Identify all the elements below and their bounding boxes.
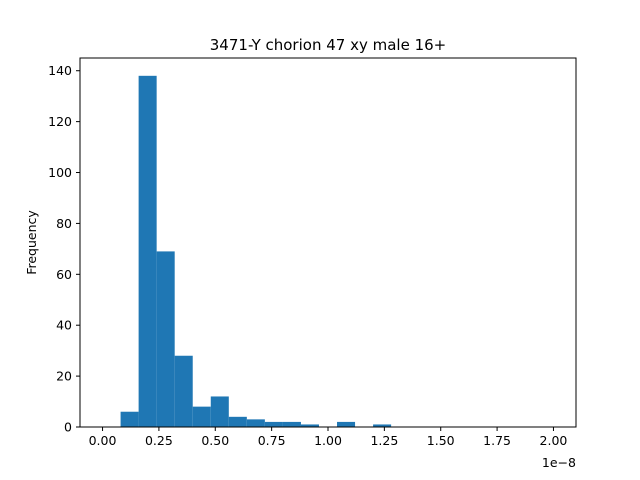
chart-title: 3471-Y chorion 47 xy male 16+ (210, 36, 446, 54)
histogram-bar-0 (120, 411, 139, 427)
y-tick-label: 80 (56, 216, 72, 231)
x-tick-label: 0.25 (145, 433, 173, 448)
x-axis: 0.00 0.25 0.50 0.75 1.00 1.25 1.50 1.75 2.00 (89, 427, 568, 448)
x-tick-label: 0.75 (258, 433, 286, 448)
histogram-bar-7 (246, 419, 265, 427)
y-tick-label: 20 (56, 369, 72, 384)
y-tick-label: 60 (56, 267, 72, 282)
histogram-bar-2 (156, 251, 175, 427)
y-tick-label: 140 (48, 63, 72, 78)
y-tick-label: 120 (48, 114, 72, 129)
histogram-bar-5 (210, 396, 229, 427)
y-tick-label: 100 (48, 165, 72, 180)
x-tick-label: 1.75 (483, 433, 511, 448)
histogram-bar-12 (337, 421, 356, 427)
y-axis: 0 20 40 60 80 100 120 140 (48, 63, 80, 435)
x-tick-label: 0.00 (89, 433, 117, 448)
y-tick-label: 0 (64, 420, 72, 435)
x-tick-label: 1.00 (314, 433, 342, 448)
histogram-bar-10 (300, 424, 319, 427)
x-tick-label: 1.50 (427, 433, 455, 448)
bars-group (120, 75, 392, 428)
histogram-bar-9 (282, 421, 301, 427)
histogram-bar-4 (192, 406, 211, 427)
x-axis-offset-label: 1e−8 (542, 455, 576, 470)
x-tick-label: 2.00 (540, 433, 568, 448)
x-tick-label: 1.25 (370, 433, 398, 448)
histogram-bar-1 (138, 75, 157, 428)
histogram-bar-14 (373, 424, 392, 427)
histogram-bar-3 (174, 355, 193, 427)
histogram-bar-8 (264, 421, 283, 427)
x-tick-label: 0.50 (201, 433, 229, 448)
y-axis-label: Frequency (24, 210, 39, 275)
y-tick-label: 40 (56, 318, 72, 333)
histogram-bar-6 (228, 416, 247, 427)
